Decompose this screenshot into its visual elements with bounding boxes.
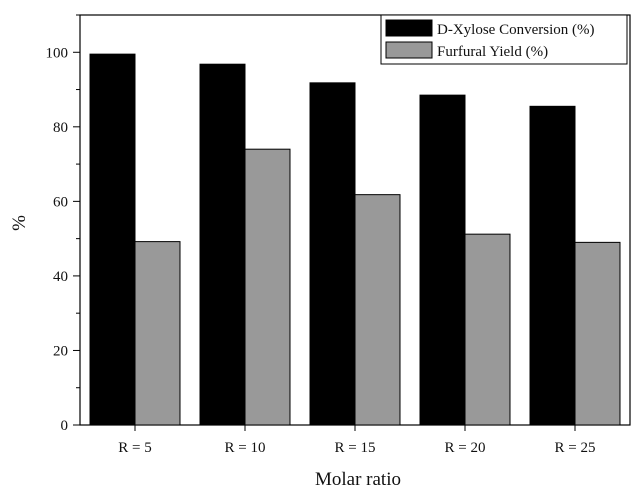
x-tick-label: R = 10	[225, 440, 266, 456]
legend-swatch-1	[385, 19, 433, 37]
bar-yield-4	[464, 233, 511, 426]
bar-yield-3	[354, 194, 401, 426]
y-axis-title: %	[9, 215, 30, 231]
bar-conversion-5	[529, 105, 576, 426]
legend: D-Xylose Conversion (%) Furfural Yield (%…	[380, 14, 628, 65]
y-tick-label: 0	[61, 418, 69, 434]
legend-label-2: Furfural Yield (%)	[437, 44, 548, 60]
bars	[89, 53, 621, 426]
bar-conversion-3	[309, 82, 356, 426]
x-tick-label: R = 5	[118, 440, 151, 456]
x-axis-title: Molar ratio	[315, 469, 401, 490]
y-tick-label: 60	[53, 194, 68, 210]
bar-conversion-1	[89, 53, 136, 426]
x-tick-label: R = 15	[335, 440, 376, 456]
y-tick-label: 20	[53, 343, 68, 359]
y-tick-label: 40	[53, 269, 68, 285]
bar-yield-2	[244, 148, 291, 426]
y-tick-label: 80	[53, 120, 68, 136]
x-tick-label: R = 20	[445, 440, 486, 456]
bar-conversion-2	[199, 63, 246, 426]
legend-label-1: D-Xylose Conversion (%)	[437, 22, 594, 38]
bar-yield-5	[574, 241, 621, 426]
legend-swatch-2	[385, 41, 433, 59]
bar-yield-1	[134, 241, 181, 426]
bar-conversion-4	[419, 94, 466, 426]
y-tick-label: 100	[46, 45, 69, 61]
x-tick-label: R = 25	[555, 440, 596, 456]
ticks: 0 20 40 60 80 100 R = 5 R = 10 R = 15 R = 20 R = 2…	[46, 14, 596, 456]
